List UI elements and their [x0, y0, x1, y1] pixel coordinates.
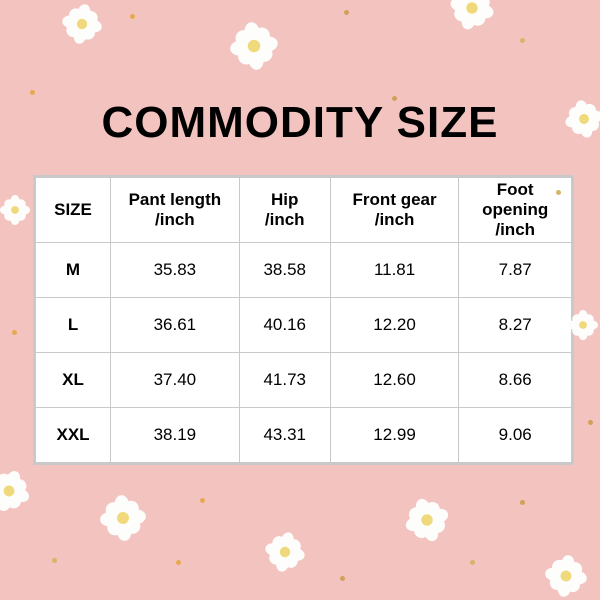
table-header-row: SIZEPant length/inchHip/inchFront gear/i… [36, 178, 572, 243]
flower-icon [405, 498, 449, 542]
table-body: M35.8338.5811.817.87L36.6140.1612.208.27… [36, 243, 572, 463]
page-title: COMMODITY SIZE [0, 98, 600, 148]
flower-icon [100, 495, 146, 541]
decorative-dot [588, 420, 593, 425]
table-row: XL37.4041.7312.608.66 [36, 353, 572, 408]
size-cell: M [36, 243, 111, 298]
decorative-dot [52, 558, 57, 563]
value-cell: 12.20 [330, 298, 459, 353]
col-header-0: SIZE [36, 178, 111, 243]
flower-icon [0, 195, 30, 225]
col-header-label: SIZE [54, 200, 92, 219]
value-cell: 12.99 [330, 408, 459, 463]
table-row: M35.8338.5811.817.87 [36, 243, 572, 298]
col-header-unit: /inch [113, 210, 237, 230]
size-cell: L [36, 298, 111, 353]
decorative-dot [176, 560, 181, 565]
col-header-1: Pant length/inch [111, 178, 240, 243]
col-header-unit: /inch [461, 220, 569, 240]
value-cell: 35.83 [111, 243, 240, 298]
col-header-label: Front gear [353, 190, 437, 209]
col-header-4: Foot opening/inch [459, 178, 572, 243]
col-header-3: Front gear/inch [330, 178, 459, 243]
decorative-dot [520, 500, 525, 505]
size-cell: XL [36, 353, 111, 408]
decorative-dot [340, 576, 345, 581]
decorative-dot [470, 560, 475, 565]
size-cell: XXL [36, 408, 111, 463]
size-table: SIZEPant length/inchHip/inchFront gear/i… [35, 177, 572, 463]
col-header-label: Hip [271, 190, 298, 209]
flower-icon [62, 4, 102, 44]
value-cell: 43.31 [239, 408, 330, 463]
col-header-unit: /inch [333, 210, 457, 230]
value-cell: 40.16 [239, 298, 330, 353]
col-header-2: Hip/inch [239, 178, 330, 243]
decorative-dot [130, 14, 135, 19]
table-row: XXL38.1943.3112.999.06 [36, 408, 572, 463]
decorative-dot [520, 38, 525, 43]
value-cell: 41.73 [239, 353, 330, 408]
decorative-dot [12, 330, 17, 335]
size-table-container: SIZEPant length/inchHip/inchFront gear/i… [33, 175, 574, 465]
flower-icon [265, 532, 305, 572]
value-cell: 36.61 [111, 298, 240, 353]
value-cell: 37.40 [111, 353, 240, 408]
value-cell: 8.27 [459, 298, 572, 353]
value-cell: 11.81 [330, 243, 459, 298]
col-header-label: Foot opening [482, 180, 548, 219]
flower-icon [0, 470, 30, 512]
flower-icon [230, 22, 278, 70]
flower-icon [545, 555, 587, 597]
decorative-dot [344, 10, 349, 15]
value-cell: 12.60 [330, 353, 459, 408]
value-cell: 38.19 [111, 408, 240, 463]
decorative-dot [30, 90, 35, 95]
value-cell: 8.66 [459, 353, 572, 408]
flower-icon [450, 0, 494, 30]
value-cell: 9.06 [459, 408, 572, 463]
col-header-unit: /inch [242, 210, 328, 230]
value-cell: 7.87 [459, 243, 572, 298]
col-header-label: Pant length [129, 190, 222, 209]
value-cell: 38.58 [239, 243, 330, 298]
table-row: L36.6140.1612.208.27 [36, 298, 572, 353]
decorative-dot [200, 498, 205, 503]
